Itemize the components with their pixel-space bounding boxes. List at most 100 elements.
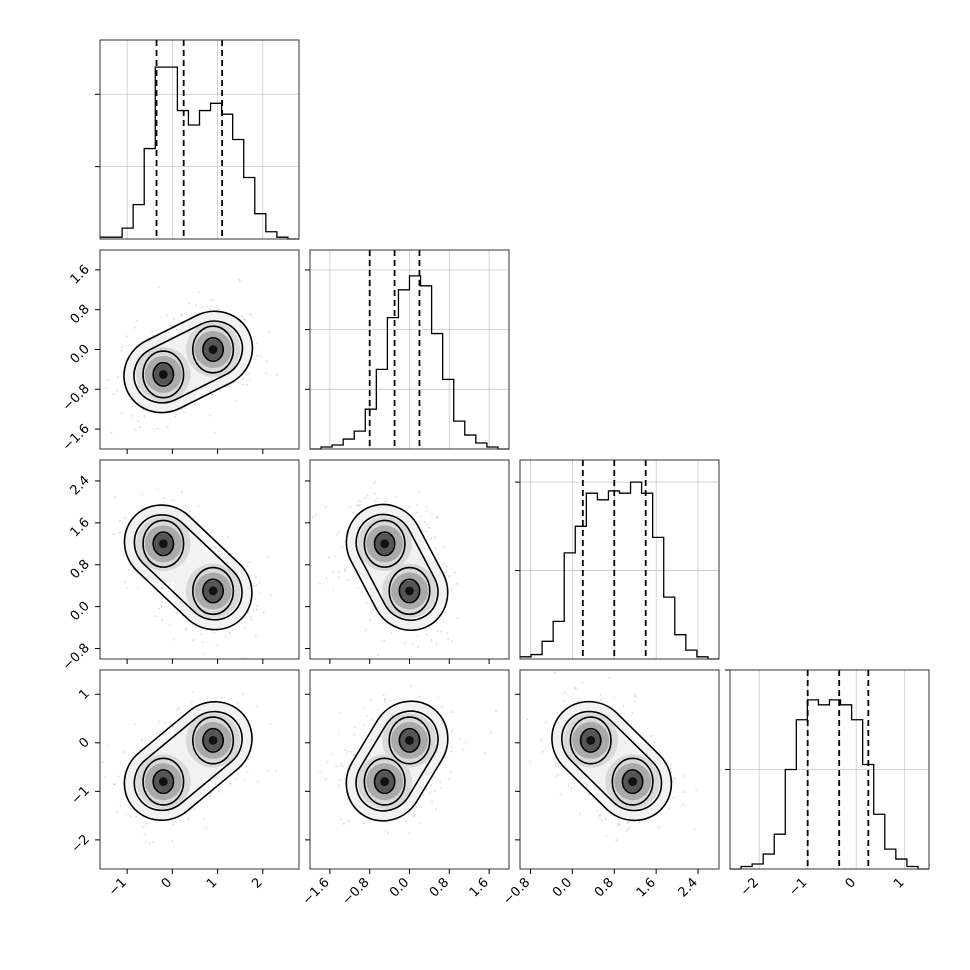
scatter-point: [683, 775, 686, 777]
scatter-point: [631, 712, 634, 715]
scatter-point: [343, 823, 345, 825]
scatter-point: [107, 379, 110, 381]
x-tick-label: 2: [249, 875, 265, 891]
scatter-point: [421, 529, 424, 532]
scatter-point: [213, 631, 216, 634]
x-tick-label: 2.4: [676, 875, 701, 900]
scatter-point: [363, 707, 365, 710]
scatter-point: [545, 721, 548, 724]
scatter-point: [201, 640, 204, 643]
scatter-point: [169, 583, 171, 586]
x-tick-label: 0.8: [592, 875, 617, 900]
contour-line: [373, 769, 396, 795]
scatter-point: [585, 786, 588, 789]
scatter-point: [247, 611, 249, 614]
scatter-point: [332, 571, 335, 574]
scatter-point: [193, 807, 196, 810]
scatter-point: [600, 698, 602, 701]
hist-panel-0: [95, 39, 300, 240]
scatter-point: [425, 530, 427, 533]
scatter-point: [248, 313, 251, 315]
scatter-point: [164, 722, 167, 724]
scatter-point: [412, 812, 415, 814]
scatter-point: [122, 344, 125, 347]
scatter-point: [250, 561, 252, 563]
scatter-point: [586, 783, 589, 786]
scatter-point: [247, 373, 250, 376]
scatter-point: [338, 779, 341, 781]
scatter-point: [180, 313, 183, 316]
contour-line: [569, 716, 612, 765]
scatter-point: [195, 304, 197, 307]
scatter-point: [441, 706, 444, 708]
scatter-point: [137, 587, 140, 590]
scatter-point: [235, 399, 237, 402]
scatter-point: [324, 778, 327, 781]
scatter-point: [450, 711, 453, 714]
scatter-point: [369, 618, 371, 621]
scatter-point: [259, 355, 262, 358]
scatter-point: [372, 483, 375, 485]
scatter-point: [349, 750, 352, 753]
scatter-point: [364, 628, 367, 631]
scatter-point: [437, 697, 439, 699]
scatter-point: [107, 745, 109, 748]
scatter-point: [419, 822, 421, 825]
scatter-point: [436, 515, 439, 518]
scatter-point: [442, 620, 445, 623]
scatter-point: [157, 286, 160, 289]
scatter-point: [600, 693, 602, 696]
hist-panel-3: [725, 669, 930, 870]
scatter-panel-3-2: [515, 669, 720, 874]
scatter-point: [374, 492, 377, 495]
scatter-point: [176, 611, 179, 614]
scatter-point: [267, 769, 269, 772]
scatter-point: [267, 556, 270, 559]
scatter-point: [210, 305, 213, 307]
scatter-point: [359, 503, 362, 506]
scatter-point: [331, 589, 334, 592]
scatter-point: [125, 813, 127, 815]
scatter-point: [588, 793, 590, 796]
histogram-series: [100, 66, 299, 240]
scatter-point: [657, 826, 660, 828]
scatter-point: [440, 786, 442, 789]
scatter-point: [161, 601, 164, 604]
scatter-point: [430, 639, 433, 641]
scatter-point: [371, 605, 374, 608]
scatter-point: [384, 701, 386, 704]
scatter-point: [346, 797, 349, 800]
scatter-point: [426, 523, 429, 526]
scatter-point: [166, 314, 168, 317]
scatter-point: [209, 414, 211, 417]
scatter-point: [141, 739, 144, 741]
panel-content: [101, 691, 277, 845]
scatter-point: [363, 822, 365, 825]
scatter-point: [413, 810, 416, 813]
scatter-point: [210, 298, 212, 300]
scatter-point: [430, 512, 433, 515]
scatter-point: [608, 677, 611, 680]
scatter-point: [605, 834, 608, 837]
scatter-point: [161, 619, 163, 622]
scatter-point: [448, 575, 450, 578]
y-tick-label: 0.8: [68, 302, 93, 327]
scatter-point: [357, 504, 360, 507]
y-tick-label: 2.4: [68, 473, 93, 498]
scatter-point: [209, 795, 212, 798]
scatter-point: [541, 750, 544, 753]
scatter-point: [627, 821, 630, 823]
contour-line: [202, 578, 225, 604]
scatter-point: [123, 751, 126, 753]
scatter-point: [167, 590, 170, 593]
density-cell: [380, 777, 390, 787]
scatter-point: [615, 839, 618, 841]
scatter-point: [158, 732, 161, 735]
scatter-point: [212, 530, 215, 532]
scatter-point: [450, 745, 453, 748]
scatter-point: [203, 817, 206, 820]
scatter-point: [338, 733, 341, 736]
scatter-point: [129, 815, 132, 818]
scatter-point: [235, 778, 238, 780]
